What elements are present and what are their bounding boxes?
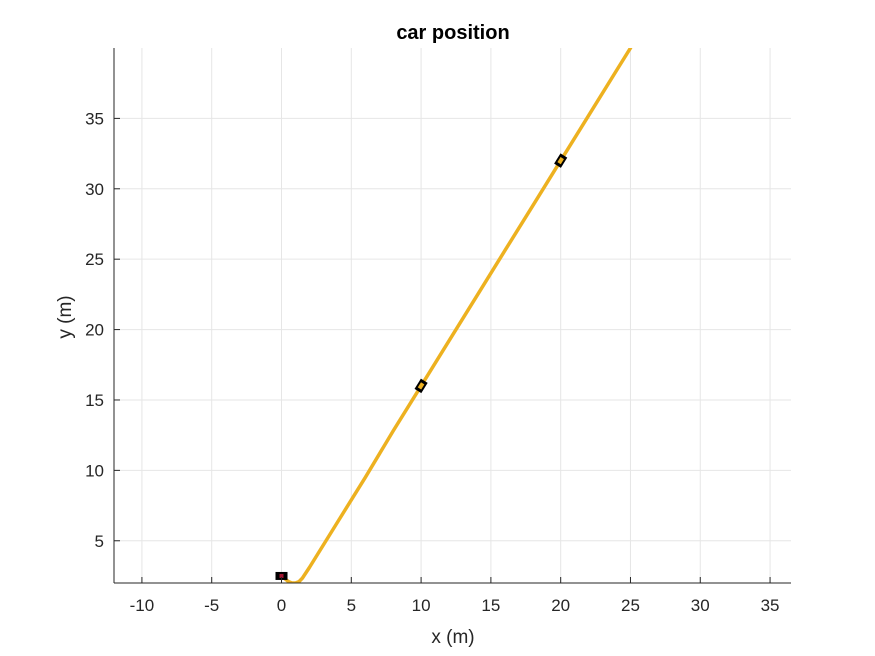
car-center xyxy=(417,382,425,390)
start-marker xyxy=(275,571,288,580)
chart-title: car position xyxy=(396,22,509,44)
car-center xyxy=(279,573,284,578)
x-tick-label: 35 xyxy=(761,596,780,615)
y-tick-label: 30 xyxy=(85,180,104,199)
x-tick-label: 10 xyxy=(412,596,431,615)
plot-clipped xyxy=(279,48,633,583)
y-tick-label: 20 xyxy=(85,321,104,340)
y-tick-label: 35 xyxy=(85,109,104,128)
plot-area xyxy=(275,48,633,583)
car-marker xyxy=(554,153,568,168)
car-center xyxy=(557,157,564,165)
y-tick-label: 10 xyxy=(85,461,104,480)
x-tick-label: -10 xyxy=(130,596,155,615)
x-tick-label: 0 xyxy=(277,596,286,615)
x-axis-label: x (m) xyxy=(431,627,474,648)
x-tick-label: 15 xyxy=(481,596,500,615)
x-tick-label: 5 xyxy=(347,596,356,615)
axes: -10 -5 0 5 10 15 20 25 30 35 5 10 15 20 25 30 35 xyxy=(85,48,791,615)
x-tick-label: -5 xyxy=(204,596,219,615)
y-tick-label: 25 xyxy=(85,250,104,269)
y-tick-label: 5 xyxy=(95,532,104,551)
x-tick-label: 30 xyxy=(691,596,710,615)
x-tick-label: 25 xyxy=(621,596,640,615)
y-tick-label: 15 xyxy=(85,391,104,410)
car-marker xyxy=(414,378,428,394)
x-tick-label: 20 xyxy=(551,596,570,615)
grid xyxy=(114,48,791,583)
series-line xyxy=(279,48,633,583)
y-axis-label: y (m) xyxy=(55,295,76,338)
